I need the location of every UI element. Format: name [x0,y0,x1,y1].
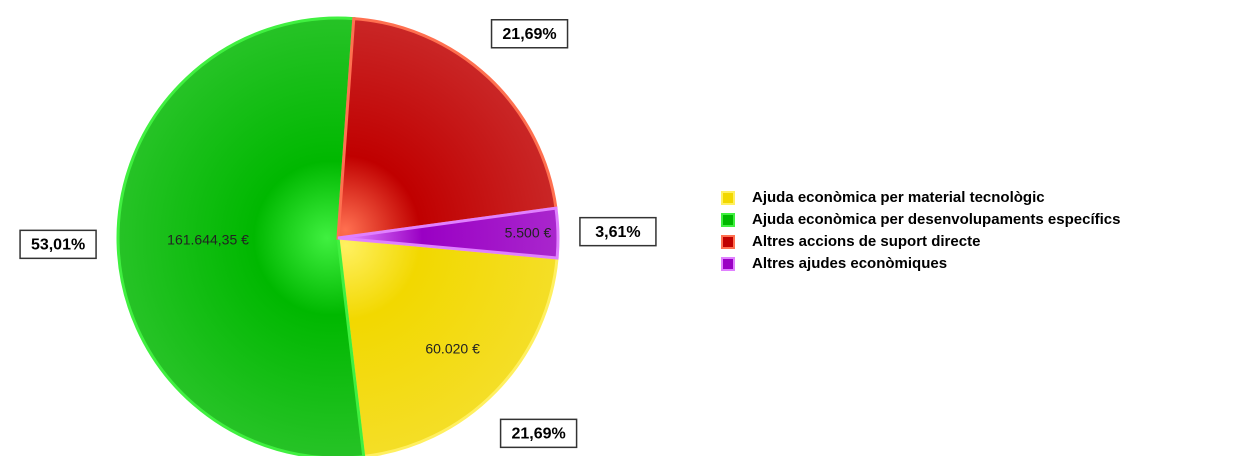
percent-label: 53,01% [31,237,85,254]
legend-swatch [721,235,735,249]
legend-label: Altres ajudes econòmiques [752,255,947,272]
percent-label: 21,69% [502,26,556,43]
percent-box [499,418,578,449]
percent-box [579,216,657,247]
pie-slice [337,206,560,260]
legend-label: Ajuda econòmica per material tecnològic [752,189,1045,206]
legend-swatch [721,191,735,205]
amount-label: 5.500 € [505,224,552,240]
legend-label: Ajuda econòmica per desenvolupaments esp… [752,211,1120,228]
pie-slice [116,16,366,456]
legend-label: Altres accions de suport directe [752,233,980,250]
percent-label: 21,69% [511,426,565,443]
legend-swatch [721,257,735,271]
pie-slice [336,236,559,456]
percent-box [490,19,569,49]
percent-label: 3,61% [595,224,640,241]
pie-slice [336,16,558,240]
amount-label: 161.644,35 € [167,232,249,248]
legend-swatch [721,213,735,227]
amount-label: 60.020 € [425,340,480,356]
percent-box [19,229,97,260]
